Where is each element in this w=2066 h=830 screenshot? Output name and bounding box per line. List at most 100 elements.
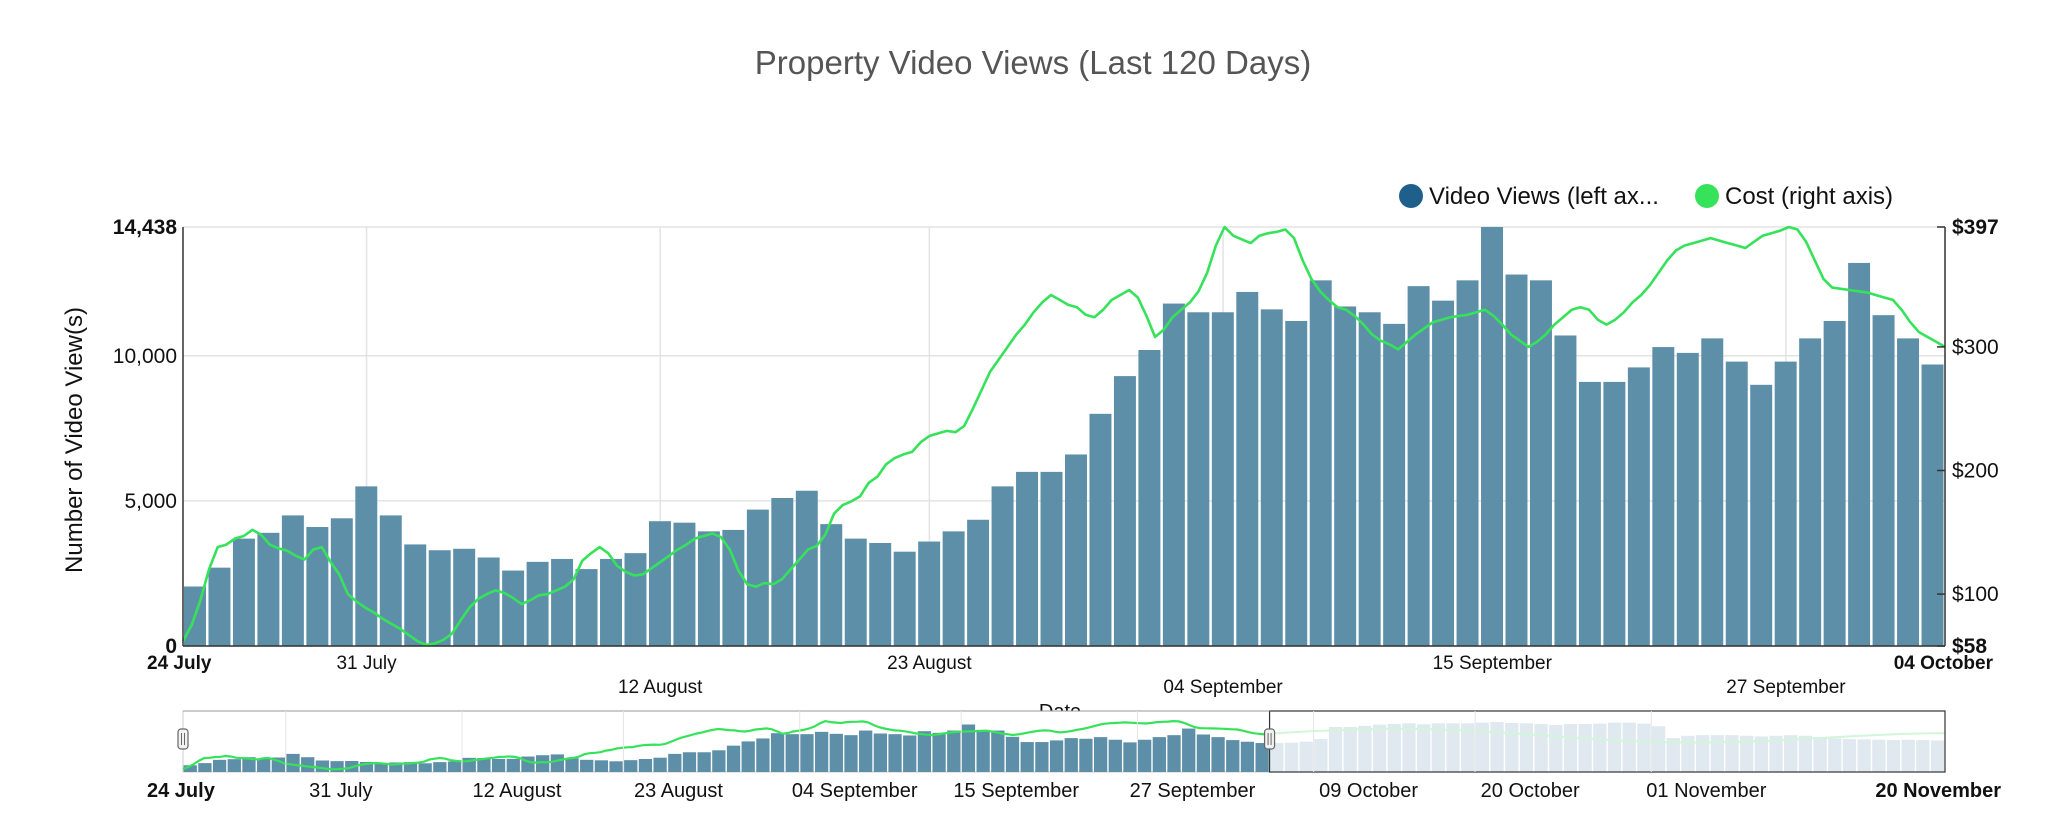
navigator-bar-118 [1916,740,1930,772]
bar-11[interactable] [453,548,476,646]
navigator-tick-label-1: 31 July [309,780,372,802]
bar-2[interactable] [232,538,255,646]
bar-58[interactable] [1603,381,1626,646]
bar-30[interactable] [918,541,941,646]
bar-66[interactable] [1799,338,1822,646]
bar-27[interactable] [844,538,867,646]
navigator-bar-111 [1813,737,1827,772]
bar-61[interactable] [1676,352,1699,646]
bar-9[interactable] [404,544,427,646]
bar-41[interactable] [1187,312,1210,646]
navigator-bar-38 [741,741,755,772]
bar-65[interactable] [1774,361,1797,646]
bar-37[interactable] [1089,413,1112,646]
bar-22[interactable] [722,529,745,646]
legend-item-video-views[interactable]: Video Views (left ax... [1399,183,1659,210]
bar-49[interactable] [1383,323,1406,646]
navigator-bar-15 [403,762,418,772]
bar-68[interactable] [1848,262,1871,646]
bar-33[interactable] [991,486,1014,646]
x-tick-label-1: 31 July [336,653,397,674]
navigator-bar-87 [1461,723,1475,772]
bar-13[interactable] [502,570,525,646]
bar-67[interactable] [1823,320,1846,646]
bar-3[interactable] [257,532,280,646]
navigator-bar-10 [330,761,344,772]
navigator[interactable] [177,710,1946,773]
bar-63[interactable] [1725,361,1748,646]
bar-62[interactable] [1701,338,1724,646]
bar-4[interactable] [281,515,304,646]
navigator-bar-51 [932,732,946,772]
bar-50[interactable] [1407,286,1430,646]
left-tick-label-3: 14,438 [113,216,178,239]
bar-26[interactable] [820,524,843,646]
bar-29[interactable] [893,551,916,646]
legend-item-cost[interactable]: Cost (right axis) [1695,183,1893,210]
navigator-handle-right[interactable] [1263,728,1276,750]
legend-label-cost: Cost (right axis) [1725,183,1893,210]
navigator-handle-left[interactable] [177,728,189,750]
right-tick-label-3: $300 [1952,336,1999,359]
bar-53[interactable] [1481,227,1503,646]
bar-64[interactable] [1750,384,1773,646]
bar-46[interactable] [1309,280,1332,646]
bar-5[interactable] [306,527,329,646]
bar-42[interactable] [1211,312,1234,646]
bar-54[interactable] [1505,274,1528,646]
bar-71[interactable] [1921,364,1944,646]
navigator-bar-106 [1740,735,1754,772]
bar-48[interactable] [1358,312,1381,646]
bar-59[interactable] [1627,367,1650,646]
navigator-bar-18 [447,761,462,772]
bar-56[interactable] [1554,335,1577,646]
bar-7[interactable] [355,486,378,646]
bar-40[interactable] [1162,303,1185,646]
bar-18[interactable] [624,553,647,646]
bar-35[interactable] [1040,471,1063,646]
bar-45[interactable] [1285,320,1308,646]
navigator-bar-27 [580,759,594,772]
bar-32[interactable] [967,519,990,646]
navigator-bar-49 [903,735,917,772]
bar-16[interactable] [575,569,598,646]
navigator-bar-64 [1123,742,1137,772]
bar-17[interactable] [600,558,622,646]
bar-57[interactable] [1578,381,1601,646]
bar-28[interactable] [869,542,892,646]
bar-19[interactable] [648,521,671,646]
bar-36[interactable] [1065,454,1087,646]
bar-51[interactable] [1432,300,1455,646]
handle-grip [1263,728,1276,750]
bar-25[interactable] [795,490,818,646]
navigator-bar-4 [242,757,256,772]
bar-1[interactable] [208,567,231,646]
bar-47[interactable] [1334,306,1357,646]
bar-43[interactable] [1236,291,1259,646]
bar-34[interactable] [1016,471,1039,646]
bar-20[interactable] [673,522,696,646]
bar-60[interactable] [1652,347,1675,646]
bar-10[interactable] [428,550,451,646]
bar-52[interactable] [1456,280,1479,646]
navigator-bar-58 [1035,742,1049,772]
bar-70[interactable] [1897,338,1920,646]
bar-8[interactable] [379,515,402,646]
bar-23[interactable] [746,509,769,646]
bar-21[interactable] [697,531,720,646]
bar-14[interactable] [526,561,549,646]
chart-title: Property Video Views (Last 120 Days) [755,44,1311,81]
bar-12[interactable] [477,557,500,646]
navigator-bar-114 [1857,739,1871,772]
bar-31[interactable] [942,531,965,646]
bar-38[interactable] [1113,376,1136,646]
navigator-tick-label-7: 09 October [1319,780,1418,802]
bar-15[interactable] [551,558,574,646]
bar-24[interactable] [771,497,794,646]
navigator-bar-5 [257,758,271,772]
bar-55[interactable] [1529,280,1552,646]
bar-39[interactable] [1138,349,1161,646]
navigator-bar-79 [1343,726,1357,772]
bar-69[interactable] [1872,315,1895,646]
bar-44[interactable] [1260,309,1283,646]
